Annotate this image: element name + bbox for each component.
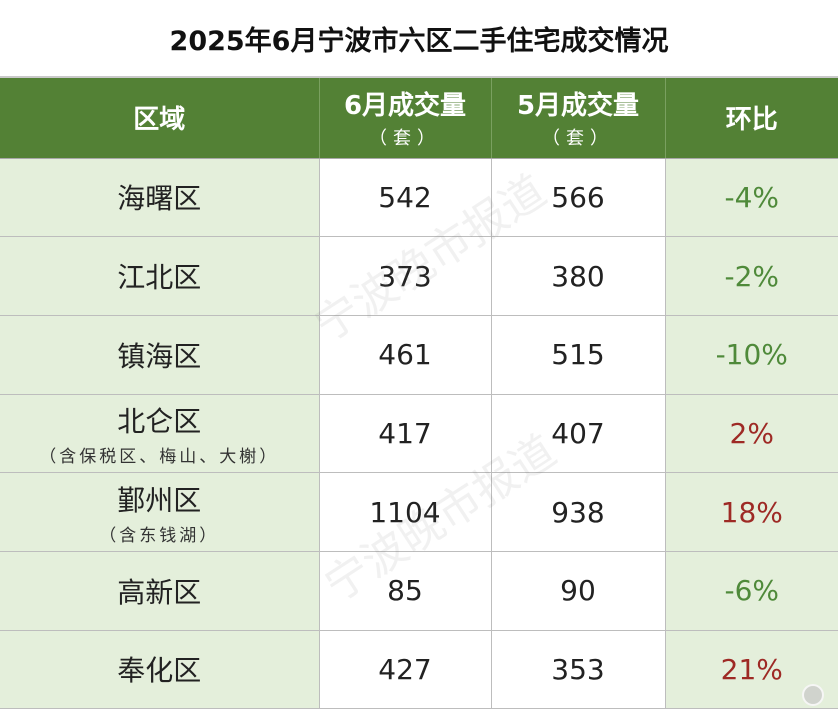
region-name: 北仑区 bbox=[117, 404, 202, 438]
cell-june-volume: 373 bbox=[319, 236, 492, 316]
cell-may-volume: 566 bbox=[491, 158, 666, 238]
cell-may-volume: 938 bbox=[491, 472, 666, 552]
cell-change: -6% bbox=[665, 551, 838, 631]
table-row: 鄞州区 （含东钱湖） 1104 938 18% bbox=[0, 472, 838, 552]
cell-region: 江北区 bbox=[0, 236, 320, 316]
cell-region: 鄞州区 （含东钱湖） bbox=[0, 472, 320, 552]
region-name: 高新区 bbox=[117, 575, 202, 609]
region-name: 江北区 bbox=[117, 261, 202, 295]
region-name: 奉化区 bbox=[117, 654, 202, 688]
cell-june-volume: 417 bbox=[319, 394, 492, 474]
cell-june-volume: 542 bbox=[319, 158, 492, 238]
cell-may-volume: 515 bbox=[491, 315, 666, 395]
cell-may-volume: 90 bbox=[491, 551, 666, 631]
cell-region: 镇海区 bbox=[0, 315, 320, 395]
cell-june-volume: 85 bbox=[319, 551, 492, 631]
cell-june-volume: 461 bbox=[319, 315, 492, 395]
cell-june-volume: 427 bbox=[319, 630, 492, 710]
cell-june-volume: 1104 bbox=[319, 472, 492, 552]
forum-badge bbox=[802, 684, 824, 706]
table-row: 高新区 85 90 -6% bbox=[0, 551, 838, 631]
cell-change: -10% bbox=[665, 315, 838, 395]
region-name: 镇海区 bbox=[117, 339, 202, 373]
forum-logo-icon bbox=[802, 684, 824, 706]
header-change: 环比 bbox=[665, 78, 838, 159]
header-june: 6月成交量 （套） bbox=[319, 78, 492, 159]
table-row: 海曙区 542 566 -4% bbox=[0, 158, 838, 238]
cell-region: 高新区 bbox=[0, 551, 320, 631]
header-may-unit: （套） bbox=[542, 128, 614, 150]
cell-region: 奉化区 bbox=[0, 630, 320, 710]
region-name: 海曙区 bbox=[117, 182, 202, 216]
header-region: 区域 bbox=[0, 78, 320, 159]
table-header-row: 区域 6月成交量 （套） 5月成交量 （套） 环比 bbox=[0, 78, 838, 159]
transaction-table: 区域 6月成交量 （套） 5月成交量 （套） 环比 海曙区 542 566 -4% 江北… bbox=[0, 78, 838, 710]
header-june-unit: （套） bbox=[369, 128, 441, 150]
region-name: 鄞州区 bbox=[117, 483, 202, 517]
cell-change: -4% bbox=[665, 158, 838, 238]
table-row: 江北区 373 380 -2% bbox=[0, 236, 838, 316]
header-may: 5月成交量 （套） bbox=[491, 78, 666, 159]
cell-may-volume: 407 bbox=[491, 394, 666, 474]
page-title: 2025年6月宁波市六区二手住宅成交情况 bbox=[0, 0, 838, 78]
cell-region: 海曙区 bbox=[0, 158, 320, 238]
table-row: 奉化区 427 353 21% bbox=[0, 630, 838, 710]
cell-change: 2% bbox=[665, 394, 838, 474]
table-row: 镇海区 461 515 -10% bbox=[0, 315, 838, 395]
table-row: 北仑区 （含保税区、梅山、大榭） 417 407 2% bbox=[0, 394, 838, 474]
cell-change: 18% bbox=[665, 472, 838, 552]
cell-may-volume: 380 bbox=[491, 236, 666, 316]
region-note: （含保税区、梅山、大榭） bbox=[39, 446, 280, 467]
cell-change: -2% bbox=[665, 236, 838, 316]
cell-region: 北仑区 （含保税区、梅山、大榭） bbox=[0, 394, 320, 474]
region-note: （含东钱湖） bbox=[99, 525, 220, 546]
cell-may-volume: 353 bbox=[491, 630, 666, 710]
